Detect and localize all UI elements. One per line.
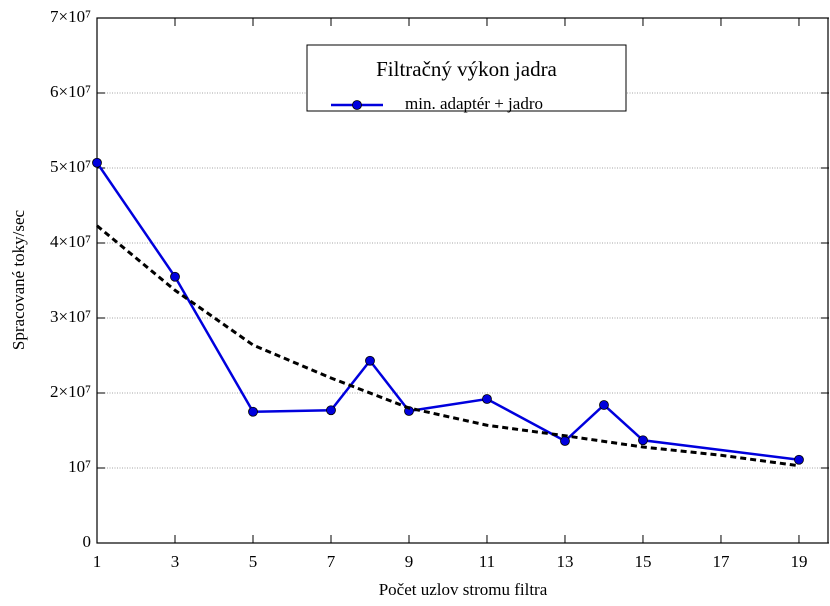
x-tick-label: 3 [171, 552, 180, 571]
x-axis-label: Počet uzlov stromu filtra [379, 580, 548, 599]
legend-title: Filtračný výkon jadra [376, 57, 557, 81]
trend-line [96, 224, 800, 468]
x-tick-label: 19 [790, 552, 807, 571]
x-tick-label: 5 [249, 552, 258, 571]
y-tick-label: 2×10⁷ [50, 382, 91, 401]
marker [560, 436, 570, 446]
marker [638, 435, 648, 446]
marker [482, 394, 492, 404]
marker [248, 406, 258, 417]
marker [170, 271, 180, 282]
x-tick-label: 1 [93, 552, 102, 571]
plot-frame [96, 17, 829, 544]
x-tick-label: 11 [479, 552, 495, 571]
y-axis-label: Spracované toky/sec [9, 209, 28, 350]
marker [794, 454, 804, 465]
legend-label: min. adaptér + jadro [405, 94, 543, 113]
marker [92, 157, 102, 168]
y-tick-label: 10⁷ [68, 457, 91, 476]
y-tick-label: 3×10⁷ [50, 307, 91, 326]
legend-marker [352, 100, 362, 110]
y-tick-label: 7×10⁷ [50, 7, 91, 26]
x-tick-label: 9 [405, 552, 414, 571]
x-tick-label: 13 [556, 552, 573, 571]
x-tick-label: 7 [327, 552, 336, 571]
y-tick-label: 0 [83, 532, 92, 551]
x-tick-label: 17 [712, 552, 730, 571]
marker [326, 405, 336, 416]
y-tick-label: 6×10⁷ [50, 82, 91, 101]
y-tick-label: 4×10⁷ [50, 232, 91, 251]
marker [599, 400, 609, 410]
marker [365, 355, 375, 366]
legend-box [306, 44, 627, 112]
x-tick-label: 15 [634, 552, 651, 571]
y-tick-label: 5×10⁷ [50, 157, 91, 176]
